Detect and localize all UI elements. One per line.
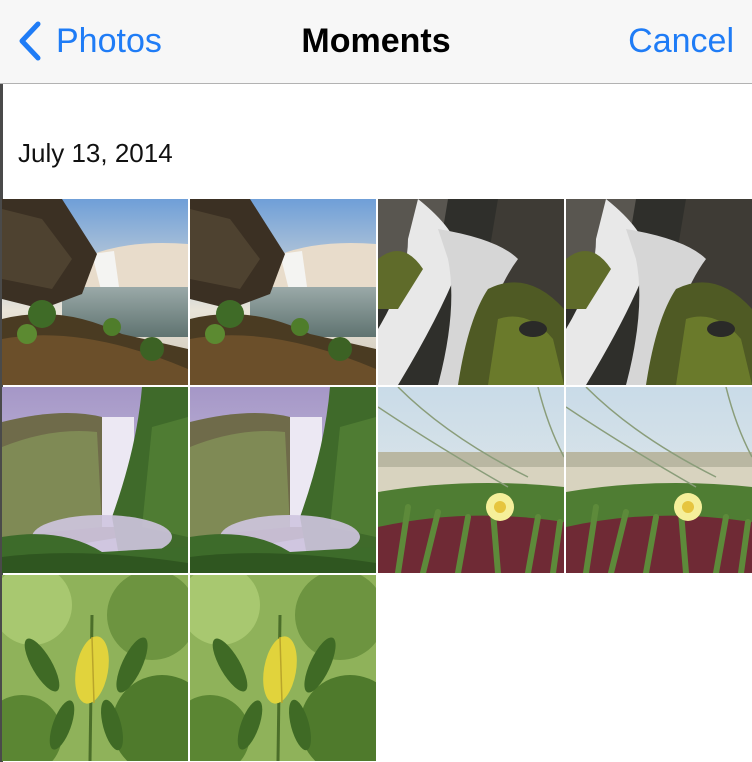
moment-date-header: July 13, 2014: [18, 138, 173, 168]
photo-thumbnail-green-leaves[interactable]: [190, 575, 376, 761]
back-button-label: Photos: [56, 21, 162, 60]
photo-thumbnail-waterfall-valley[interactable]: [190, 387, 376, 573]
photo-thumbnail-waterfall-cliff[interactable]: [2, 199, 188, 385]
photo-thumbnail-yellow-flower[interactable]: [378, 387, 564, 573]
photo-thumbnail-waterfall-rocks[interactable]: [378, 199, 564, 385]
photo-thumbnail-yellow-flower[interactable]: [566, 387, 752, 573]
window-edge: [0, 0, 3, 762]
cancel-button[interactable]: Cancel: [628, 22, 734, 60]
back-button[interactable]: Photos: [16, 18, 162, 64]
photo-thumbnail-green-leaves[interactable]: [2, 575, 188, 761]
photo-thumbnail-waterfall-rocks[interactable]: [566, 199, 752, 385]
navigation-bar: Photos Moments Cancel: [0, 0, 752, 84]
chevron-left-icon: [19, 21, 41, 61]
photo-thumbnail-waterfall-cliff[interactable]: [190, 199, 376, 385]
photo-thumbnail-waterfall-valley[interactable]: [2, 387, 188, 573]
